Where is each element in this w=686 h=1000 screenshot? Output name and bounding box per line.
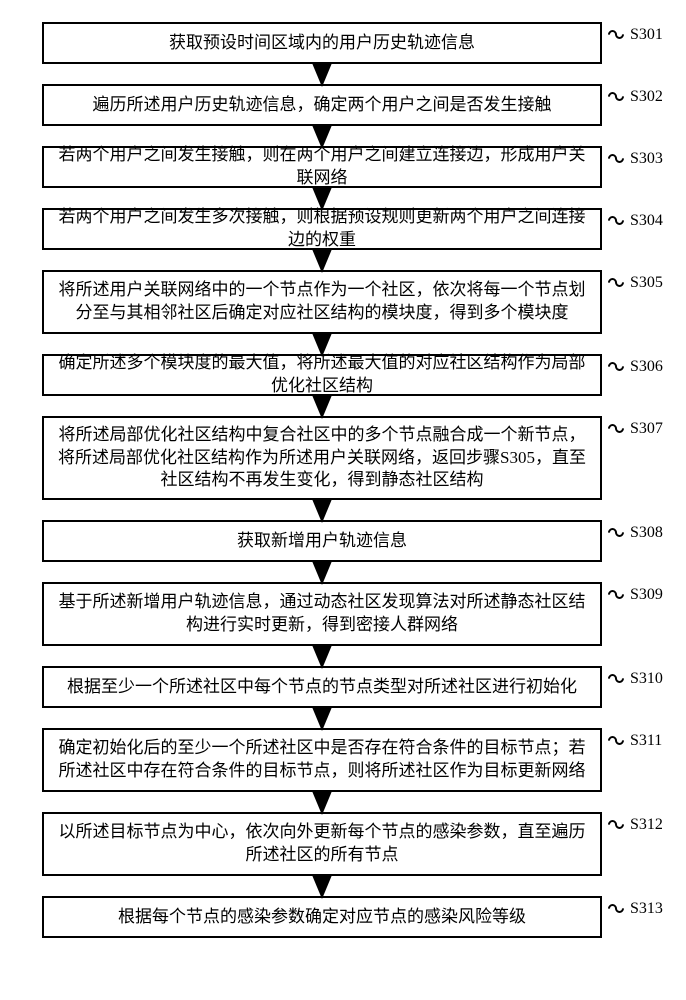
step-connector-tilde [608, 360, 626, 374]
step-id-label: S307 [630, 420, 663, 438]
flow-step-text: 以所述目标节点为中心，依次向外更新每个节点的感染参数，直至遍历所述社区的所有节点 [54, 821, 590, 867]
step-id-label: S303 [630, 150, 663, 168]
step-connector-tilde [608, 90, 626, 104]
step-id-label: S301 [630, 26, 663, 44]
flow-step-box: 获取预设时间区域内的用户历史轨迹信息 [42, 22, 602, 64]
step-connector-tilde [608, 28, 626, 42]
step-connector-tilde [608, 214, 626, 228]
step-connector-tilde [608, 672, 626, 686]
flow-step-text: 获取新增用户轨迹信息 [237, 530, 407, 553]
flow-step-box: 遍历所述用户历史轨迹信息，确定两个用户之间是否发生接触 [42, 84, 602, 126]
flow-step-text: 根据每个节点的感染参数确定对应节点的感染风险等级 [118, 906, 526, 929]
step-id-label: S308 [630, 524, 663, 542]
flow-step-text: 遍历所述用户历史轨迹信息，确定两个用户之间是否发生接触 [93, 94, 552, 117]
flow-step-text: 将所述用户关联网络中的一个节点作为一个社区，依次将每一个节点划分至与其相邻社区后… [54, 279, 590, 325]
step-connector-tilde [608, 734, 626, 748]
step-id-label: S313 [630, 900, 663, 918]
step-id-label: S306 [630, 358, 663, 376]
flow-step-text: 若两个用户之间发生多次接触，则根据预设规则更新两个用户之间连接边的权重 [54, 206, 590, 252]
step-connector-tilde [608, 588, 626, 602]
flow-step-text: 确定所述多个模块度的最大值，将所述最大值的对应社区结构作为局部优化社区结构 [54, 352, 590, 398]
flow-step-box: 确定所述多个模块度的最大值，将所述最大值的对应社区结构作为局部优化社区结构 [42, 354, 602, 396]
flow-step-text: 确定初始化后的至少一个所述社区中是否存在符合条件的目标节点；若所述社区中存在符合… [54, 737, 590, 783]
flow-step-box: 根据每个节点的感染参数确定对应节点的感染风险等级 [42, 896, 602, 938]
step-connector-tilde [608, 818, 626, 832]
step-id-label: S309 [630, 586, 663, 604]
step-id-label: S310 [630, 670, 663, 688]
step-connector-tilde [608, 526, 626, 540]
flow-step-text: 根据至少一个所述社区中每个节点的节点类型对所述社区进行初始化 [67, 676, 577, 699]
step-id-label: S311 [630, 732, 662, 750]
flow-step-box: 若两个用户之间发生多次接触，则根据预设规则更新两个用户之间连接边的权重 [42, 208, 602, 250]
flow-step-box: 以所述目标节点为中心，依次向外更新每个节点的感染参数，直至遍历所述社区的所有节点 [42, 812, 602, 876]
step-id-label: S305 [630, 274, 663, 292]
flow-step-box: 将所述局部优化社区结构中复合社区中的多个节点融合成一个新节点，将所述局部优化社区… [42, 416, 602, 500]
step-connector-tilde [608, 902, 626, 916]
flow-step-box: 若两个用户之间发生接触，则在两个用户之间建立连接边，形成用户关联网络 [42, 146, 602, 188]
step-id-label: S302 [630, 88, 663, 106]
step-id-label: S312 [630, 816, 663, 834]
flow-step-text: 基于所述新增用户轨迹信息，通过动态社区发现算法对所述静态社区结构进行实时更新，得… [54, 591, 590, 637]
flow-step-text: 获取预设时间区域内的用户历史轨迹信息 [169, 32, 475, 55]
step-connector-tilde [608, 152, 626, 166]
flow-step-box: 根据至少一个所述社区中每个节点的节点类型对所述社区进行初始化 [42, 666, 602, 708]
flow-step-text: 将所述局部优化社区结构中复合社区中的多个节点融合成一个新节点，将所述局部优化社区… [54, 424, 590, 493]
flow-step-box: 基于所述新增用户轨迹信息，通过动态社区发现算法对所述静态社区结构进行实时更新，得… [42, 582, 602, 646]
step-connector-tilde [608, 422, 626, 436]
step-connector-tilde [608, 276, 626, 290]
flow-step-box: 将所述用户关联网络中的一个节点作为一个社区，依次将每一个节点划分至与其相邻社区后… [42, 270, 602, 334]
flow-step-box: 获取新增用户轨迹信息 [42, 520, 602, 562]
flow-step-text: 若两个用户之间发生接触，则在两个用户之间建立连接边，形成用户关联网络 [54, 144, 590, 190]
step-id-label: S304 [630, 212, 663, 230]
flow-step-box: 确定初始化后的至少一个所述社区中是否存在符合条件的目标节点；若所述社区中存在符合… [42, 728, 602, 792]
